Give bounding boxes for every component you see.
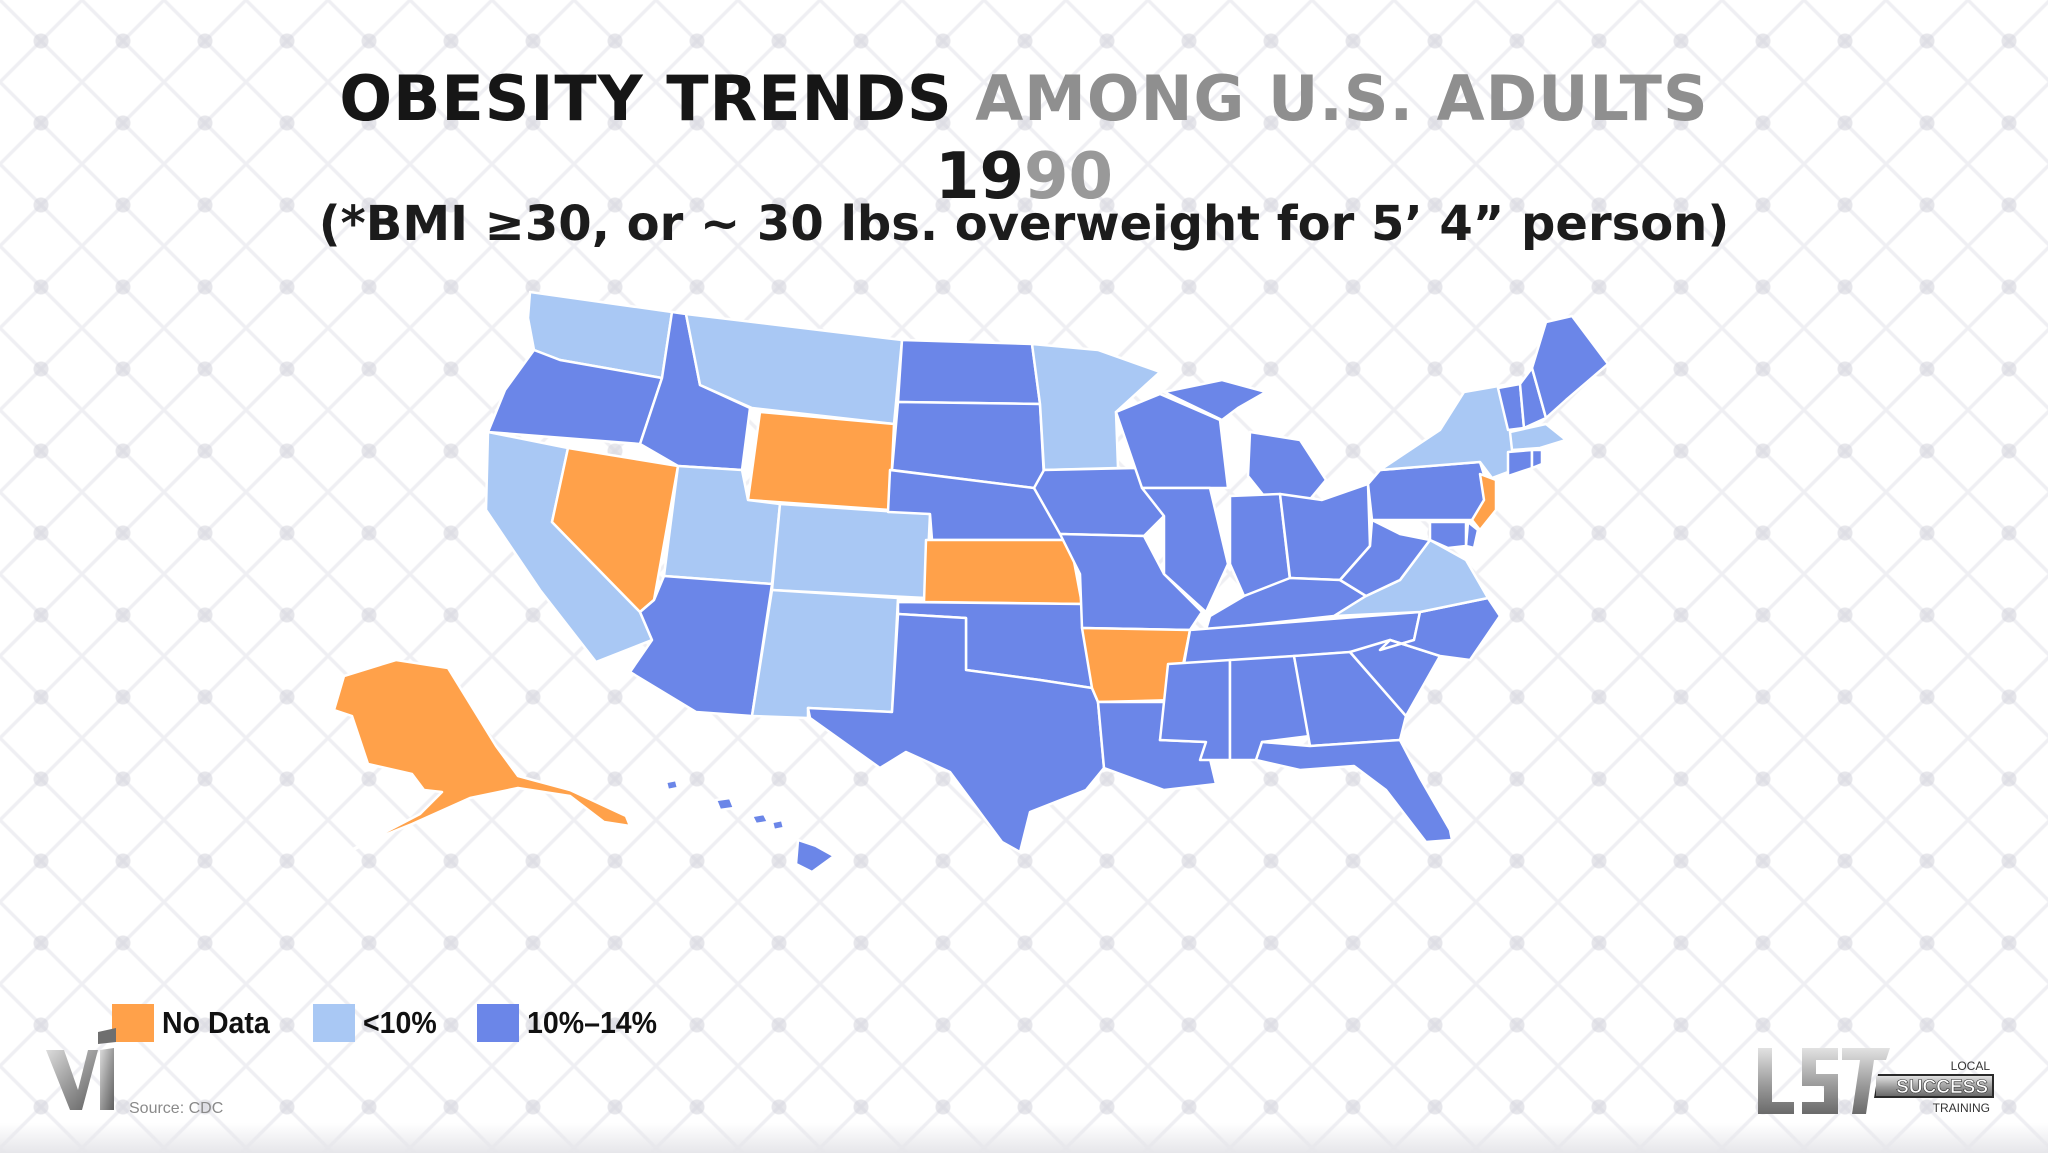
lst-logo-line-local: LOCAL <box>1951 1059 1991 1073</box>
state-ME <box>1530 314 1610 420</box>
state-MT <box>684 312 904 426</box>
state-CT <box>1506 448 1534 478</box>
state-NM <box>750 588 900 720</box>
state-MD <box>1428 520 1468 550</box>
state-TX <box>806 612 1106 854</box>
state-IL <box>1140 486 1230 614</box>
state-AK <box>330 658 632 862</box>
state-WI <box>1114 392 1230 490</box>
state-NC <box>1378 596 1502 662</box>
vi-logo <box>46 1028 116 1110</box>
state-FL <box>1254 738 1454 844</box>
year-title: 1990 <box>0 140 2048 214</box>
page-title: OBESITY TRENDS AMONG U.S. ADULTS <box>0 62 2048 135</box>
state-CO <box>770 502 932 600</box>
lst-logo-line-training: TRAINING <box>1933 1101 1990 1115</box>
state-HI-2 <box>714 796 736 812</box>
state-ND <box>896 338 1042 406</box>
year-part-light: 90 <box>1024 140 1114 214</box>
source-note: Source: CDC <box>129 1100 224 1117</box>
state-NY <box>1378 382 1522 480</box>
legend: No Data <10% 10%–14% <box>112 1004 703 1042</box>
legend-swatch-10-14 <box>477 1004 520 1042</box>
lst-logo-line-success: SUCCESS <box>1896 1077 1988 1098</box>
title-part-light: AMONG U.S. ADULTS <box>975 62 1709 135</box>
state-WY <box>746 410 896 512</box>
legend-label-10-14: 10%–14% <box>527 1005 658 1040</box>
state-WV <box>1338 518 1432 598</box>
state-GA <box>1292 650 1408 748</box>
state-RI <box>1530 448 1544 470</box>
lst-logo: LOCAL SUCCESS TRAINING <box>1758 1048 1994 1115</box>
state-NJ <box>1470 472 1498 532</box>
bottom-band <box>0 1123 2048 1153</box>
state-MN <box>1030 342 1162 472</box>
legend-label-no-data: No Data <box>162 1005 270 1040</box>
state-HI-5 <box>794 838 836 874</box>
legend-label-under-10: <10% <box>363 1005 437 1040</box>
legend-item-10-14: 10%–14% <box>477 1004 668 1042</box>
legend-item-no-data: No Data <box>112 1004 279 1042</box>
state-MI-upper <box>1162 378 1268 422</box>
state-KS <box>922 538 1084 606</box>
state-MO <box>1058 532 1204 632</box>
legend-swatch-no-data <box>112 1004 154 1042</box>
year-part-dark: 19 <box>934 140 1024 214</box>
legend-item-under-10: <10% <box>313 1004 443 1042</box>
legend-swatch-under-10 <box>313 1004 356 1042</box>
state-MA <box>1508 422 1568 452</box>
subtitle: (*BMI ≥30, or ~ 30 lbs. overweight for 5… <box>318 196 1730 252</box>
state-HI-3 <box>750 812 770 826</box>
title-part-dark: OBESITY TRENDS <box>339 62 953 135</box>
state-HI-4 <box>770 818 786 832</box>
state-HI-1 <box>664 778 680 792</box>
